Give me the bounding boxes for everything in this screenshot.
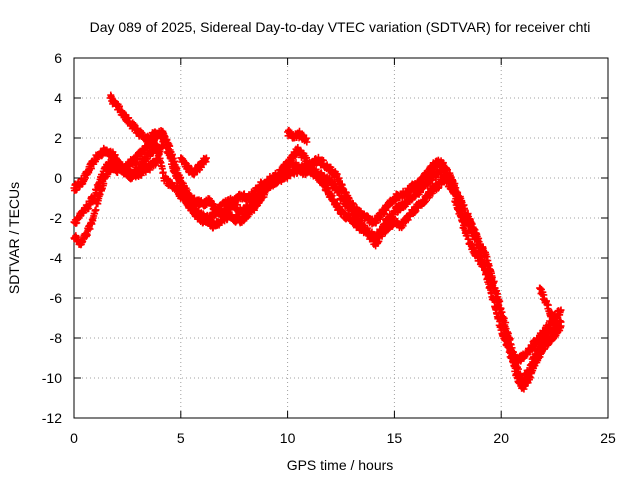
y-tick-label: -8 — [50, 330, 63, 346]
x-tick-label: 15 — [387, 430, 403, 446]
x-axis-label: GPS time / hours — [287, 457, 394, 473]
chart-title: Day 089 of 2025, Sidereal Day-to-day VTE… — [90, 19, 591, 35]
y-tick-label: 0 — [54, 170, 62, 186]
y-tick-label: -10 — [42, 370, 62, 386]
y-tick-label: -12 — [42, 410, 62, 426]
data-point — [333, 170, 341, 178]
data-markers — [70, 91, 565, 393]
y-tick-label: -6 — [50, 290, 63, 306]
y-tick-label: 4 — [54, 90, 62, 106]
data-point — [87, 165, 95, 173]
y-tick-label: -4 — [50, 250, 63, 266]
x-tick-labels: 0 5 10 15 20 25 — [70, 430, 616, 446]
x-tick-label: 25 — [600, 430, 616, 446]
y-tick-label: 2 — [54, 130, 62, 146]
x-tick-label: 5 — [177, 430, 185, 446]
axis-ticks — [73, 57, 609, 419]
y-tick-labels: -12 -10 -8 -6 -4 -2 0 2 4 6 — [42, 50, 62, 426]
x-tick-label: 0 — [70, 430, 78, 446]
y-axis-label: SDTVAR / TECUs — [6, 182, 22, 294]
y-tick-label: -2 — [50, 210, 63, 226]
y-tick-label: 6 — [54, 50, 62, 66]
x-tick-label: 20 — [493, 430, 509, 446]
x-tick-label: 10 — [280, 430, 296, 446]
